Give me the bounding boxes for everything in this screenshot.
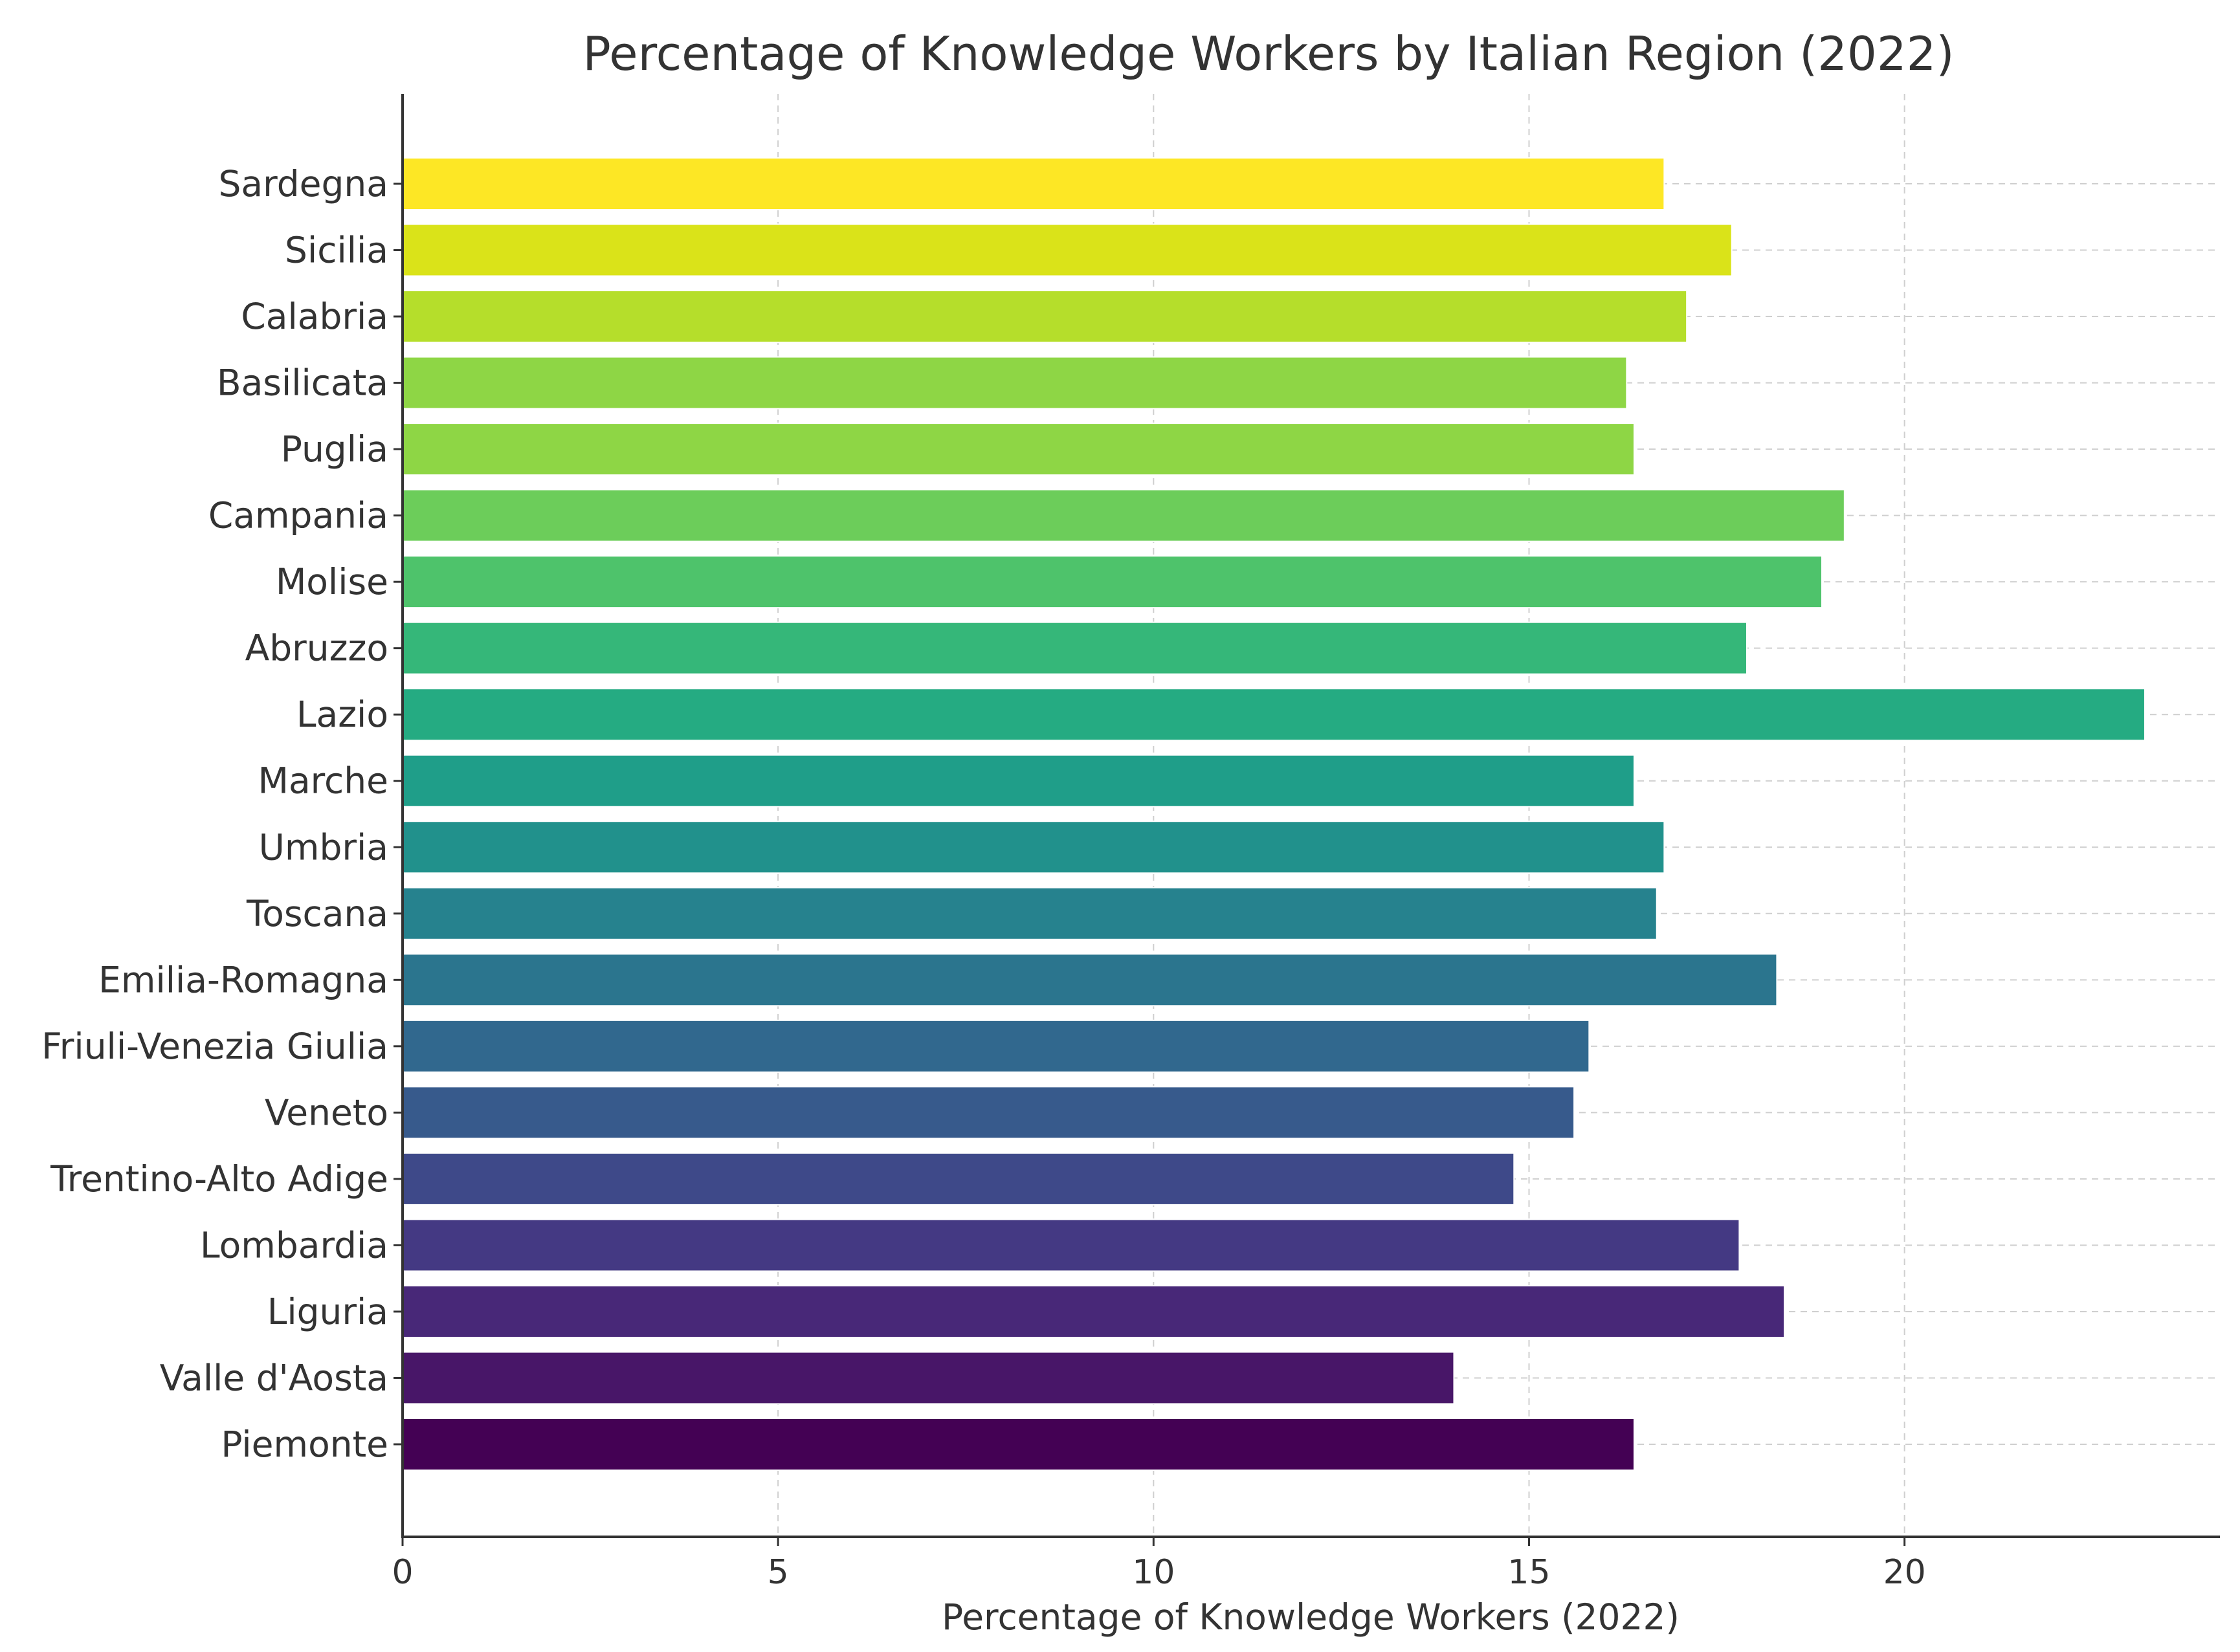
- category-label-11: Lazio: [296, 694, 388, 735]
- bar-10: [402, 754, 1635, 808]
- bar-18: [402, 223, 1733, 277]
- category-label-7: Emilia-Romagna: [98, 959, 388, 1000]
- category-label-2: Liguria: [267, 1291, 388, 1332]
- category-label-9: Umbria: [259, 826, 388, 868]
- bar-16: [402, 356, 1628, 410]
- bar-9: [402, 820, 1665, 874]
- category-label-4: Trentino-Alto Adige: [50, 1158, 388, 1200]
- bar-3: [402, 1218, 1740, 1272]
- category-label-8: Toscana: [246, 893, 388, 934]
- category-label-12: Abruzzo: [245, 628, 388, 669]
- x-tick-label-1: 5: [768, 1553, 789, 1592]
- x-tick-label-3: 15: [1507, 1553, 1550, 1592]
- category-label-10: Marche: [258, 760, 389, 802]
- category-label-13: Molise: [276, 561, 388, 602]
- bar-0: [402, 1418, 1635, 1471]
- category-label-1: Valle d'Aosta: [160, 1357, 388, 1398]
- x-axis-label: Percentage of Knowledge Workers (2022): [942, 1596, 1680, 1638]
- category-label-0: Piemonte: [221, 1424, 388, 1465]
- bar-5: [402, 1086, 1575, 1140]
- bar-17: [402, 290, 1688, 344]
- category-label-15: Puglia: [281, 428, 388, 470]
- bars: [402, 157, 2146, 1471]
- category-label-6: Friuli-Venezia Giulia: [41, 1026, 388, 1067]
- bar-6: [402, 1019, 1590, 1073]
- bar-14: [402, 489, 1845, 542]
- category-label-5: Veneto: [265, 1092, 388, 1133]
- category-label-17: Calabria: [241, 296, 388, 337]
- bar-8: [402, 887, 1658, 940]
- bar-1: [402, 1351, 1455, 1405]
- bar-11: [402, 688, 2146, 742]
- bar-4: [402, 1152, 1515, 1206]
- x-tick-label-4: 20: [1883, 1553, 1926, 1592]
- category-label-16: Basilicata: [217, 362, 388, 404]
- x-tick-label-2: 10: [1132, 1553, 1175, 1592]
- x-axis-ticks: 0 5 10 15 20: [392, 182, 1926, 1592]
- bar-13: [402, 555, 1823, 609]
- category-label-14: Campania: [208, 495, 388, 536]
- bar-7: [402, 953, 1778, 1007]
- category-label-3: Lombardia: [200, 1224, 388, 1266]
- category-label-19: Sardegna: [219, 163, 389, 204]
- chart-title: Percentage of Knowledge Workers by Itali…: [582, 27, 1954, 81]
- category-label-18: Sicilia: [285, 230, 388, 271]
- category-labels: Piemonte Valle d'Aosta Liguria Lombardia Tre…: [41, 163, 388, 1465]
- bar-12: [402, 621, 1747, 675]
- bar-15: [402, 423, 1635, 476]
- x-tick-label-0: 0: [392, 1553, 413, 1592]
- bar-19: [402, 157, 1665, 210]
- bar-2: [402, 1284, 1786, 1338]
